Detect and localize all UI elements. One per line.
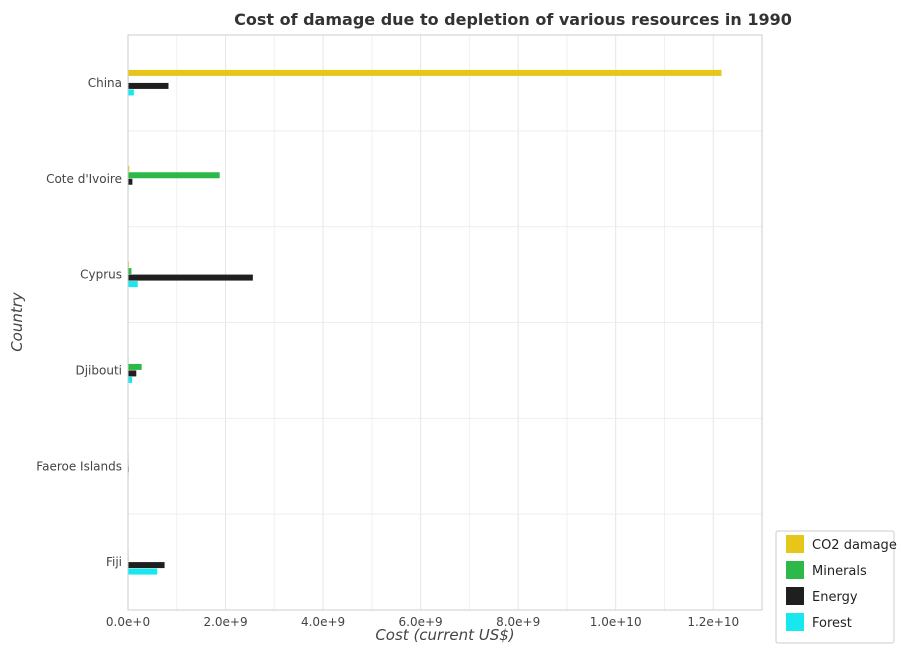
y-tick-label: Cote d'Ivoire bbox=[46, 172, 122, 186]
bar-co2-damage-cote-d-ivoire bbox=[128, 165, 130, 172]
bar-energy-cyprus bbox=[128, 274, 253, 281]
plot-area bbox=[127, 34, 763, 611]
bar-energy-djibouti bbox=[128, 370, 137, 377]
x-tick-label: 2.0e+9 bbox=[203, 615, 247, 629]
legend-swatch-forest bbox=[786, 613, 804, 631]
legend-label-minerals: Minerals bbox=[812, 564, 867, 579]
y-tick-label: Cyprus bbox=[80, 268, 122, 282]
bars bbox=[128, 69, 722, 575]
plot-frame bbox=[127, 34, 763, 611]
bar-forest-fiji bbox=[128, 568, 158, 575]
chart-title: Cost of damage due to depletion of vario… bbox=[234, 10, 792, 29]
x-axis-ticks: 0.0e+0 2.0e+9 4.0e+9 6.0e+9 8.0e+9 1.0e+10 1.2… bbox=[106, 615, 739, 629]
x-tick-label: 1.2e+10 bbox=[687, 615, 739, 629]
legend-swatch-energy bbox=[786, 587, 804, 605]
bar-energy-china bbox=[128, 82, 169, 89]
bar-forest-cyprus bbox=[128, 281, 138, 288]
bar-minerals-cote-d-ivoire bbox=[128, 172, 220, 179]
legend-box bbox=[775, 530, 895, 644]
legend-label-energy: Energy bbox=[812, 590, 858, 605]
x-tick-label: 4.0e+9 bbox=[301, 615, 345, 629]
legend-swatch-minerals bbox=[786, 561, 804, 579]
x-tick-label: 1.0e+10 bbox=[590, 615, 642, 629]
bar-energy-fiji bbox=[128, 562, 165, 569]
bar-minerals-djibouti bbox=[128, 363, 142, 370]
legend-swatch-co2-damage bbox=[786, 535, 804, 553]
y-axis-title: Country bbox=[8, 291, 26, 352]
y-axis-ticks: China Cote d'Ivoire Cyprus Djibouti Faeroe I… bbox=[36, 76, 122, 569]
x-axis-title: Cost (current US$) bbox=[375, 626, 514, 644]
x-tick-label: 0.0e+0 bbox=[106, 615, 150, 629]
bar-energy-cote-d-ivoire bbox=[128, 178, 133, 185]
legend-label-co2-damage: CO2 damage bbox=[812, 538, 897, 553]
y-tick-label: Fiji bbox=[106, 555, 122, 569]
bar-minerals-cyprus bbox=[128, 268, 132, 275]
y-tick-label: China bbox=[88, 76, 122, 90]
x-tick-label: 8.0e+9 bbox=[496, 615, 540, 629]
bar-forest-china bbox=[128, 89, 134, 96]
bar-forest-djibouti bbox=[128, 376, 133, 383]
bar-co2-damage-china bbox=[128, 69, 722, 76]
legend: CO2 damage Minerals Energy Forest bbox=[775, 530, 897, 644]
legend-label-forest: Forest bbox=[812, 616, 852, 631]
y-tick-label: Djibouti bbox=[75, 363, 122, 377]
x-tick-label: 6.0e+9 bbox=[399, 615, 443, 629]
y-tick-label: Faeroe Islands bbox=[36, 459, 122, 473]
